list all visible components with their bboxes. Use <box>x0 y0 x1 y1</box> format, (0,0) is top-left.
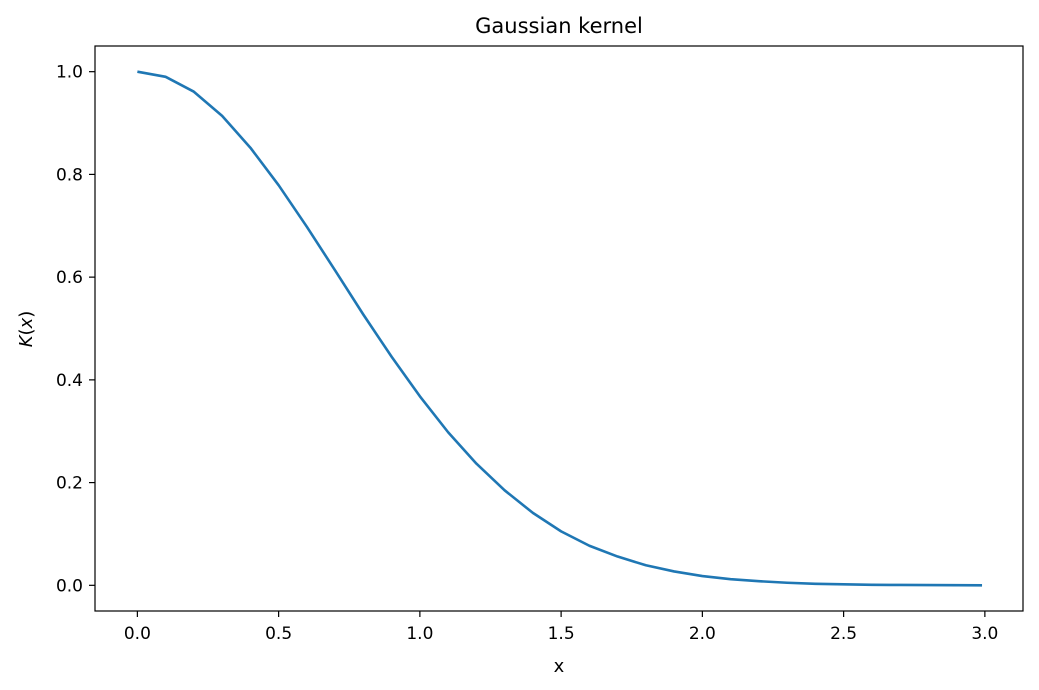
y-tick-label: 1.0 <box>56 63 83 83</box>
y-tick-label: 0.4 <box>56 371 83 391</box>
y-axis-title-var: x <box>16 317 37 329</box>
y-tick-label: 0.0 <box>56 576 83 596</box>
series-line-0 <box>137 70 983 587</box>
x-tick-label: 1.0 <box>406 624 433 644</box>
y-tick-label: 0.6 <box>56 268 83 288</box>
plot-area <box>94 45 1024 612</box>
y-axis-title-close: ) <box>16 311 37 318</box>
x-tick-label: 0.5 <box>265 624 292 644</box>
x-tick-label: 0.0 <box>124 624 151 644</box>
y-axis-title: K(x) <box>16 311 37 348</box>
y-tick-label: 0.8 <box>56 165 83 185</box>
chart-title: Gaussian kernel <box>475 14 643 38</box>
axes-frame <box>94 45 1024 612</box>
x-tick-label: 2.0 <box>689 624 716 644</box>
y-axis-title-func: K <box>16 334 37 347</box>
y-tick-label: 0.2 <box>56 474 83 494</box>
x-tick-label: 2.5 <box>830 624 857 644</box>
axis-ticks: 0.0 0.5 1.0 1.5 2.0 2.5 3.0 0.0 0.2 0.4 0.6 0.8 1.0 <box>56 63 998 644</box>
x-tick-label: 1.5 <box>548 624 575 644</box>
x-tick-label: 3.0 <box>971 624 998 644</box>
x-axis-title: x <box>554 656 565 677</box>
y-axis-title-open: ( <box>16 328 37 335</box>
